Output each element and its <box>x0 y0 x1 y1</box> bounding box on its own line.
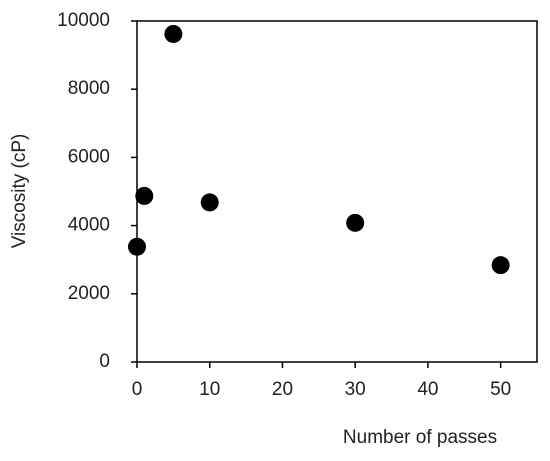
y-tick-label: 4000 <box>68 215 110 236</box>
x-tick-label: 0 <box>132 379 143 400</box>
x-axis-label: Number of passes <box>343 427 497 448</box>
x-tick-label: 40 <box>417 379 438 400</box>
y-tick-label: 10000 <box>57 10 110 31</box>
x-tick-label: 50 <box>490 379 511 400</box>
x-tick-label: 30 <box>345 379 366 400</box>
y-tick-label: 6000 <box>68 146 110 167</box>
x-tick-label: 20 <box>272 379 293 400</box>
point <box>128 237 146 256</box>
y-tick-label: 0 <box>99 351 110 372</box>
point <box>491 256 510 275</box>
point <box>135 186 154 205</box>
y-tick-label: 2000 <box>68 283 110 304</box>
point <box>346 213 365 232</box>
point <box>164 24 183 43</box>
y-axis-label: Viscosity (cP) <box>9 134 30 249</box>
plot-border <box>136 20 538 363</box>
x-tick-label: 10 <box>199 379 220 400</box>
y-tick-label: 8000 <box>68 78 110 99</box>
point <box>200 193 219 212</box>
